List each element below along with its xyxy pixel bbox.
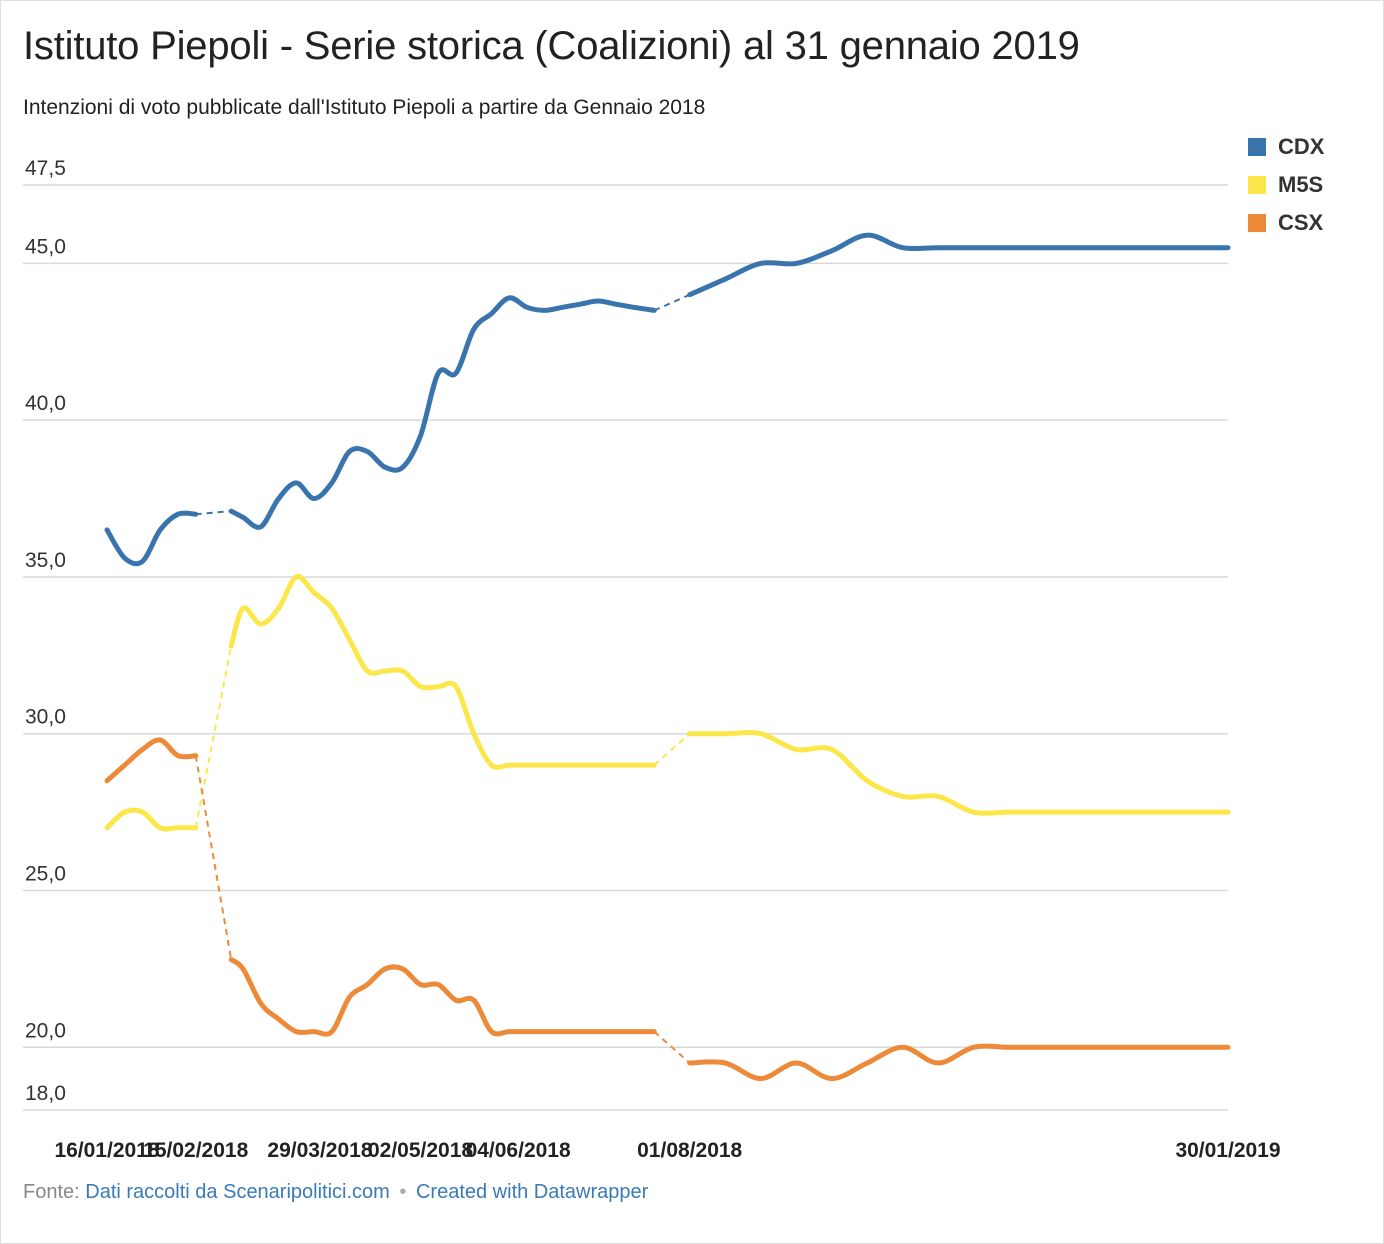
x-tick-label: 04/06/2018 (466, 1139, 571, 1162)
legend-item-cdx[interactable]: CDX (1248, 128, 1324, 166)
source-link[interactable]: Dati raccolti da Scenaripolitici.com (85, 1181, 390, 1203)
legend: CDX M5S CSX (1248, 128, 1324, 242)
footer-prefix: Fonte: (23, 1181, 80, 1203)
series-line-m5s (687, 730, 1231, 816)
series-gap-csx (194, 755, 233, 960)
y-tick-label: 20,0 (25, 1019, 66, 1042)
series-line-m5s (104, 807, 199, 832)
x-tick-label: 30/01/2019 (1175, 1139, 1280, 1162)
series-gap-csx (653, 1030, 691, 1064)
legend-item-m5s[interactable]: M5S (1248, 166, 1324, 204)
legend-item-csx[interactable]: CSX (1248, 204, 1324, 242)
series-line-csx (228, 957, 657, 1037)
x-tick-label: 16/01/2018 (54, 1139, 159, 1162)
footer-separator: • (399, 1181, 407, 1203)
y-tick-label: 18,0 (25, 1082, 66, 1105)
series-lines (104, 232, 1231, 1082)
x-tick-label: 15/02/2018 (143, 1139, 248, 1162)
footer: Fonte: Dati raccolti da Scenaripolitici.… (23, 1181, 648, 1204)
legend-swatch-cdx (1248, 138, 1266, 156)
legend-label-cdx: CDX (1278, 134, 1325, 159)
legend-label-m5s: M5S (1278, 172, 1324, 197)
y-tick-label: 30,0 (25, 706, 66, 729)
y-tick-label: 45,0 (25, 235, 66, 258)
series-line-cdx (228, 295, 657, 530)
y-tick-label: 40,0 (25, 392, 66, 415)
y-tick-label: 35,0 (25, 549, 66, 572)
gridlines (23, 184, 1228, 1111)
chart-title: Istituto Piepoli - Serie storica (Coaliz… (23, 24, 1080, 68)
series-gap-m5s (194, 645, 233, 828)
y-axis-ticks: 18,0 20,0 25,0 30,0 35,0 40,0 45,0 47,5 (25, 157, 66, 1105)
series-line-csx (687, 1043, 1231, 1082)
series-line-csx (104, 737, 199, 784)
series-line-cdx (687, 232, 1231, 298)
series-line-m5s (228, 574, 657, 770)
x-tick-label: 29/03/2018 (267, 1139, 372, 1162)
legend-swatch-m5s (1248, 176, 1266, 194)
y-tick-label: 25,0 (25, 863, 66, 886)
series-line-cdx (104, 510, 199, 567)
x-tick-label: 02/05/2018 (368, 1139, 473, 1162)
series-gap-m5s (653, 732, 691, 766)
chart-subtitle: Intenzioni di voto pubblicate dall'Istit… (23, 96, 706, 119)
credit-link[interactable]: Created with Datawrapper (415, 1181, 649, 1203)
legend-swatch-csx (1248, 214, 1266, 232)
legend-label-csx: CSX (1278, 210, 1324, 235)
y-tick-label: 47,5 (25, 157, 66, 180)
series-gap-cdx (653, 293, 691, 312)
x-tick-label: 01/08/2018 (637, 1139, 742, 1162)
series-gap-cdx (195, 510, 232, 516)
